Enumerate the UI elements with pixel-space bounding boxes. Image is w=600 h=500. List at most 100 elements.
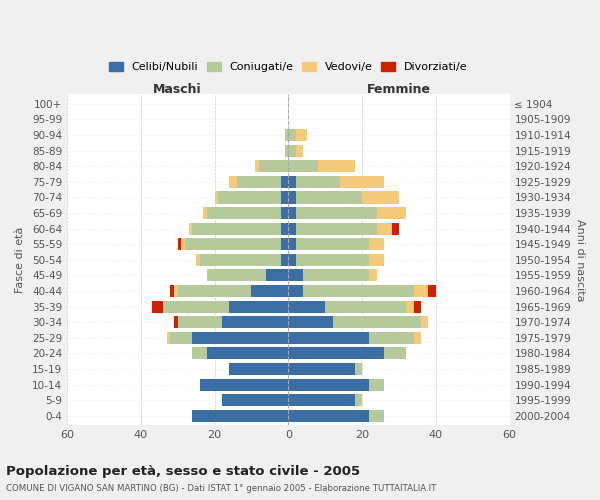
Bar bbox=[288, 238, 296, 250]
Bar bbox=[281, 207, 288, 219]
Bar bbox=[288, 176, 296, 188]
Bar bbox=[163, 300, 229, 312]
Bar bbox=[196, 254, 200, 266]
Bar bbox=[236, 176, 281, 188]
Bar bbox=[428, 285, 436, 297]
Bar bbox=[288, 222, 296, 234]
Bar bbox=[392, 222, 399, 234]
Bar bbox=[296, 238, 370, 250]
Bar bbox=[288, 332, 370, 344]
Bar bbox=[296, 176, 340, 188]
Text: COMUNE DI VIGANO SAN MARTINO (BG) - Dati ISTAT 1° gennaio 2005 - Elaborazione TU: COMUNE DI VIGANO SAN MARTINO (BG) - Dati… bbox=[6, 484, 436, 493]
Bar bbox=[170, 332, 193, 344]
Bar bbox=[370, 254, 384, 266]
Bar bbox=[288, 378, 370, 390]
Bar bbox=[215, 192, 218, 203]
Bar bbox=[185, 238, 281, 250]
Bar bbox=[193, 410, 288, 422]
Bar bbox=[193, 222, 281, 234]
Bar bbox=[413, 332, 421, 344]
Bar bbox=[413, 285, 428, 297]
Bar bbox=[174, 316, 178, 328]
Bar bbox=[266, 270, 288, 281]
Bar bbox=[181, 238, 185, 250]
Bar bbox=[152, 300, 163, 312]
Bar bbox=[318, 160, 355, 172]
Bar bbox=[281, 238, 288, 250]
Bar bbox=[332, 316, 421, 328]
Bar bbox=[281, 254, 288, 266]
Bar bbox=[284, 144, 288, 156]
Bar bbox=[207, 207, 281, 219]
Bar bbox=[207, 348, 288, 360]
Text: Femmine: Femmine bbox=[367, 83, 431, 96]
Bar bbox=[203, 207, 207, 219]
Bar bbox=[288, 316, 332, 328]
Bar bbox=[284, 129, 288, 141]
Bar bbox=[288, 270, 303, 281]
Bar bbox=[178, 316, 222, 328]
Bar bbox=[178, 238, 181, 250]
Bar bbox=[421, 316, 428, 328]
Bar bbox=[288, 129, 296, 141]
Bar bbox=[362, 192, 399, 203]
Bar bbox=[288, 410, 370, 422]
Bar bbox=[281, 176, 288, 188]
Bar bbox=[229, 300, 288, 312]
Legend: Celibi/Nubili, Coniugati/e, Vedovi/e, Divorziati/e: Celibi/Nubili, Coniugati/e, Vedovi/e, Di… bbox=[105, 57, 472, 76]
Bar bbox=[288, 144, 296, 156]
Bar bbox=[370, 378, 384, 390]
Bar bbox=[281, 222, 288, 234]
Bar bbox=[296, 254, 370, 266]
Bar bbox=[229, 176, 236, 188]
Bar bbox=[296, 192, 362, 203]
Bar bbox=[200, 378, 288, 390]
Bar bbox=[355, 394, 362, 406]
Bar bbox=[325, 300, 406, 312]
Bar bbox=[255, 160, 259, 172]
Bar bbox=[355, 363, 362, 375]
Bar bbox=[288, 160, 318, 172]
Bar bbox=[167, 332, 170, 344]
Bar bbox=[370, 238, 384, 250]
Bar bbox=[259, 160, 288, 172]
Bar bbox=[288, 254, 296, 266]
Bar bbox=[222, 316, 288, 328]
Bar bbox=[370, 410, 384, 422]
Bar bbox=[288, 300, 325, 312]
Bar bbox=[281, 192, 288, 203]
Bar bbox=[296, 207, 377, 219]
Bar bbox=[193, 332, 288, 344]
Bar bbox=[288, 192, 296, 203]
Bar bbox=[413, 300, 421, 312]
Bar bbox=[384, 348, 406, 360]
Bar bbox=[178, 285, 251, 297]
Text: Maschi: Maschi bbox=[154, 83, 202, 96]
Bar bbox=[296, 144, 303, 156]
Bar bbox=[303, 285, 413, 297]
Bar bbox=[288, 207, 296, 219]
Bar bbox=[296, 129, 307, 141]
Bar bbox=[296, 222, 377, 234]
Bar bbox=[200, 254, 281, 266]
Y-axis label: Fasce di età: Fasce di età bbox=[15, 226, 25, 293]
Bar bbox=[288, 394, 355, 406]
Bar bbox=[288, 348, 384, 360]
Bar bbox=[170, 285, 174, 297]
Bar bbox=[340, 176, 384, 188]
Bar bbox=[207, 270, 266, 281]
Bar bbox=[406, 300, 413, 312]
Bar bbox=[288, 363, 355, 375]
Bar bbox=[377, 207, 406, 219]
Bar bbox=[193, 348, 207, 360]
Bar bbox=[370, 332, 413, 344]
Bar bbox=[303, 270, 370, 281]
Y-axis label: Anni di nascita: Anni di nascita bbox=[575, 218, 585, 301]
Bar bbox=[189, 222, 193, 234]
Bar bbox=[222, 394, 288, 406]
Bar bbox=[251, 285, 288, 297]
Bar bbox=[174, 285, 178, 297]
Bar bbox=[218, 192, 281, 203]
Text: Popolazione per età, sesso e stato civile - 2005: Popolazione per età, sesso e stato civil… bbox=[6, 465, 360, 478]
Bar bbox=[288, 285, 303, 297]
